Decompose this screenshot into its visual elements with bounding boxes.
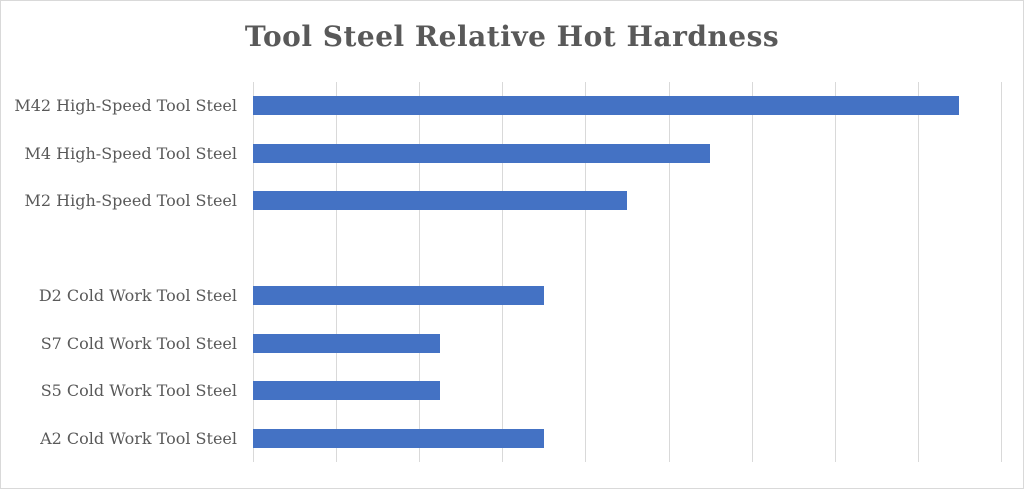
gridline xyxy=(751,82,753,462)
bar xyxy=(253,381,440,401)
gridline xyxy=(1001,82,1002,462)
bar-row xyxy=(253,367,1001,415)
gridline xyxy=(419,82,421,462)
category-label: S7 Cold Work Tool Steel xyxy=(40,333,237,353)
bar xyxy=(253,286,544,306)
gridline xyxy=(502,82,504,462)
category-label: A2 Cold Work Tool Steel xyxy=(40,428,237,448)
chart-title: Tool Steel Relative Hot Hardness xyxy=(244,20,780,53)
gridline xyxy=(585,82,587,462)
category-label: S5 Cold Work Tool Steel xyxy=(40,381,237,401)
bar-row xyxy=(253,320,1001,368)
category-label: M42 High-Speed Tool Steel xyxy=(14,96,237,116)
value-axis-line xyxy=(253,82,254,462)
category-label: M2 High-Speed Tool Steel xyxy=(24,191,237,211)
bar xyxy=(253,96,960,116)
bar-row xyxy=(253,82,1001,130)
bar-row xyxy=(253,177,1001,225)
bar xyxy=(253,333,440,353)
plot-area xyxy=(253,82,1002,462)
bar xyxy=(253,428,544,448)
category-label: D2 Cold Work Tool Steel xyxy=(38,286,237,306)
bar-row xyxy=(253,225,1001,273)
gridline xyxy=(834,82,836,462)
bar-row xyxy=(253,272,1001,320)
category-label: M4 High-Speed Tool Steel xyxy=(24,143,237,163)
gridline xyxy=(917,82,919,462)
category-label xyxy=(1,225,253,273)
bar-row xyxy=(253,415,1001,463)
bar xyxy=(253,143,711,163)
gridline xyxy=(336,82,338,462)
bar-series xyxy=(253,82,1001,462)
bar xyxy=(253,191,627,211)
bar-row xyxy=(253,130,1001,178)
category-axis: M42 High-Speed Tool Steel M4 High-Speed T… xyxy=(1,82,253,462)
gridline xyxy=(668,82,670,462)
